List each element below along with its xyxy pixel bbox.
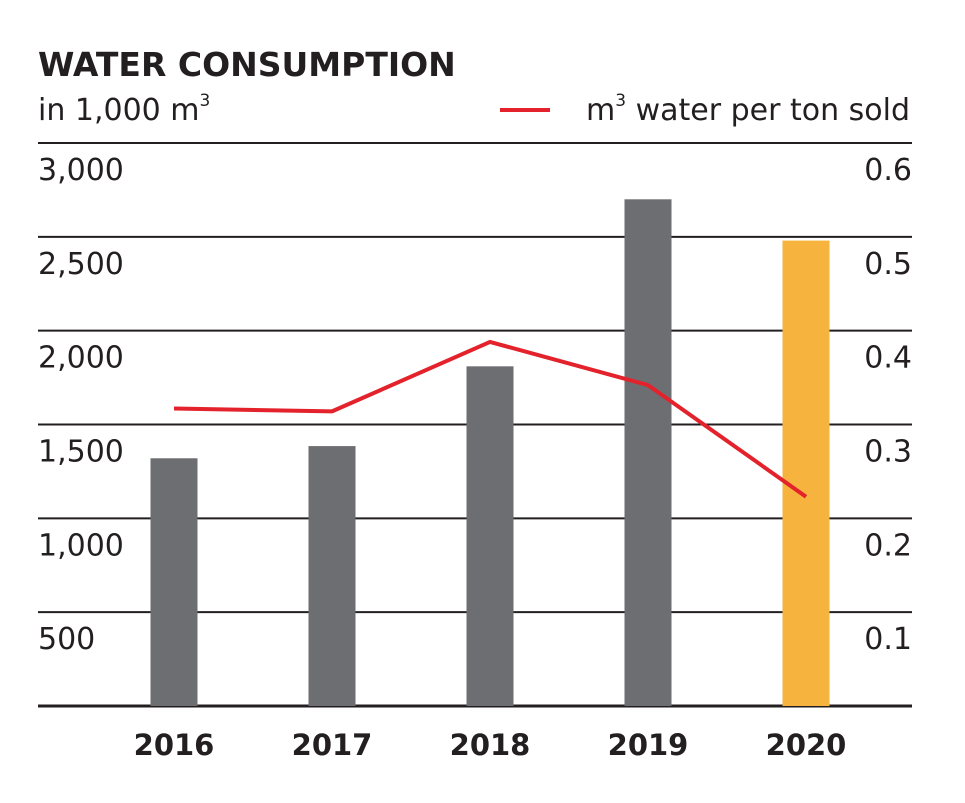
right-axis-ticks: 0.1 0.2 0.3 0.4 0.5 0.6 — [864, 153, 912, 657]
left-axis-label: in 1,000 m3 — [38, 91, 210, 128]
right-tick-label: 0.1 — [864, 622, 912, 657]
ratio-line-path — [173, 339, 808, 499]
right-tick-label: 0.3 — [864, 435, 912, 470]
left-axis-label-sup: 3 — [200, 91, 211, 111]
bar-2019 — [624, 199, 672, 707]
left-tick-label: 1,500 — [38, 435, 124, 470]
bar-2018 — [466, 366, 514, 706]
ratio-line — [173, 339, 808, 499]
left-axis-ticks: 500 1,000 1,500 2,000 2,500 3,000 — [38, 153, 124, 657]
x-tick-label: 2016 — [134, 728, 215, 762]
bar-2016 — [150, 458, 198, 706]
left-tick-label: 2,500 — [38, 247, 124, 282]
bars — [150, 199, 830, 707]
legend-label-sup: 3 — [615, 91, 626, 111]
left-tick-label: 3,000 — [38, 153, 124, 188]
bar-2020 — [782, 240, 830, 706]
left-axis-label-text: in 1,000 m — [38, 93, 200, 128]
legend-label: m3 water per ton sold — [586, 91, 910, 128]
right-tick-label: 0.5 — [864, 247, 912, 282]
x-tick-label: 2019 — [608, 728, 689, 762]
right-tick-label: 0.6 — [864, 153, 912, 188]
left-tick-label: 2,000 — [38, 341, 124, 376]
chart-title: WATER CONSUMPTION — [38, 45, 456, 84]
x-tick-label: 2018 — [450, 728, 531, 762]
legend-label-prefix: m — [586, 93, 615, 128]
left-tick-label: 1,000 — [38, 528, 124, 563]
x-tick-label: 2017 — [292, 728, 373, 762]
legend-label-rest: water per ton sold — [626, 93, 910, 128]
right-tick-label: 0.2 — [864, 528, 912, 563]
bar-2017 — [308, 446, 356, 706]
x-tick-label: 2020 — [766, 728, 847, 762]
x-axis-ticks: 2016 2017 2018 2019 2020 — [134, 728, 847, 762]
left-tick-label: 500 — [38, 622, 95, 657]
right-tick-label: 0.4 — [864, 341, 912, 376]
